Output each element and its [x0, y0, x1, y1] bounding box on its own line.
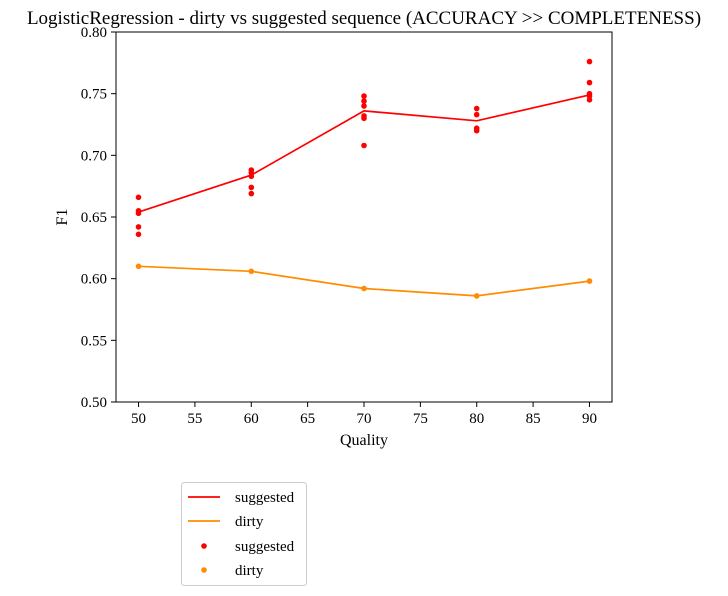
series-line-dirty [138, 265, 590, 297]
legend-label-dirty: dirty [235, 514, 264, 530]
scatter-point-suggested [586, 58, 593, 65]
y-tick-label: 0.60 [81, 272, 107, 288]
legend-box [181, 482, 307, 586]
y-tick-label: 0.65 [81, 210, 107, 226]
x-tick-label: 55 [187, 411, 202, 427]
scatter-point-dirty [361, 285, 367, 292]
x-tick-label: 90 [582, 411, 597, 427]
scatter-point-suggested [473, 105, 480, 112]
plot-area: 50 55 60 65 70 75 80 85 90 0.50 0.55 0.60 0.65 0.70 0.… [81, 25, 613, 427]
scatter-point-suggested [135, 194, 142, 201]
x-tick-label: 80 [469, 411, 484, 427]
scatter-point-suggested [248, 173, 255, 180]
chart-title: LogisticRegression - dirty vs suggested … [27, 8, 701, 29]
scatter-point-suggested [248, 184, 255, 191]
scatter-point-dirty [586, 278, 593, 284]
scatter-point-suggested [473, 127, 480, 134]
scatter-point-suggested [248, 190, 255, 197]
x-tick-label: 65 [300, 411, 315, 427]
scatter-point-suggested [361, 93, 367, 99]
scatter-point-suggested [135, 231, 142, 238]
legend-marker-dirty [201, 567, 207, 573]
x-tick-label: 75 [413, 411, 428, 427]
scatter-point-suggested [586, 79, 593, 86]
scatter-point-suggested [361, 103, 367, 109]
y-tick-label: 0.50 [81, 395, 107, 411]
x-tick-label: 85 [526, 411, 541, 427]
scatter-point-dirty [248, 268, 255, 275]
scatter-point-suggested [135, 224, 142, 230]
scatter-point-dirty [473, 293, 480, 299]
y-tick-label: 0.80 [81, 25, 107, 41]
legend-marker-suggested [201, 543, 207, 549]
legend-label-suggested: suggested [235, 539, 295, 555]
x-axis-label: Quality [340, 432, 388, 449]
legend-label-suggested: suggested [235, 490, 295, 506]
legend: suggested dirty suggested dirty [181, 482, 307, 586]
y-axis-label: F1 [54, 209, 71, 226]
scatter-point-suggested [361, 98, 367, 104]
x-tick-label: 60 [244, 411, 259, 427]
scatter-point-suggested [361, 115, 367, 122]
series-line-suggested [138, 94, 590, 213]
scatter-point-suggested [586, 97, 593, 103]
y-tick-label: 0.55 [81, 333, 107, 349]
y-tick-label: 0.75 [81, 87, 107, 103]
scatter-point-suggested [361, 142, 367, 149]
legend-label-dirty: dirty [235, 563, 264, 579]
scatter-point-dirty [135, 263, 142, 270]
scatter-point-suggested [135, 210, 142, 217]
x-tick-label: 50 [131, 411, 146, 427]
y-tick-label: 0.70 [81, 148, 107, 164]
scatter-point-suggested [473, 111, 480, 118]
x-tick-label: 70 [357, 411, 372, 427]
plot-frame [115, 31, 613, 403]
